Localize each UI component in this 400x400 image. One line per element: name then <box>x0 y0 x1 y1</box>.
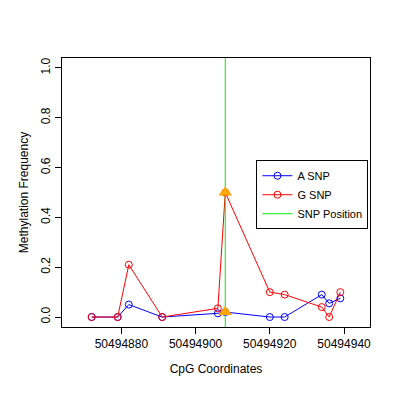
svg-text:1.0: 1.0 <box>39 57 53 74</box>
svg-text:50494900: 50494900 <box>169 337 223 351</box>
svg-text:SNP Position: SNP Position <box>297 208 362 220</box>
svg-text:0.6: 0.6 <box>39 157 53 174</box>
svg-text:0.4: 0.4 <box>39 207 53 224</box>
svg-text:CpG Coordinates: CpG Coordinates <box>170 362 263 376</box>
svg-text:Methylation Frequency: Methylation Frequency <box>17 132 31 253</box>
svg-text:A SNP: A SNP <box>297 170 329 182</box>
svg-text:50494940: 50494940 <box>317 337 371 351</box>
svg-text:50494880: 50494880 <box>95 337 149 351</box>
svg-text:G SNP: G SNP <box>297 189 331 201</box>
svg-text:0.8: 0.8 <box>39 107 53 124</box>
svg-text:0.0: 0.0 <box>39 307 53 324</box>
svg-text:0.2: 0.2 <box>39 257 53 274</box>
svg-text:50494920: 50494920 <box>243 337 297 351</box>
